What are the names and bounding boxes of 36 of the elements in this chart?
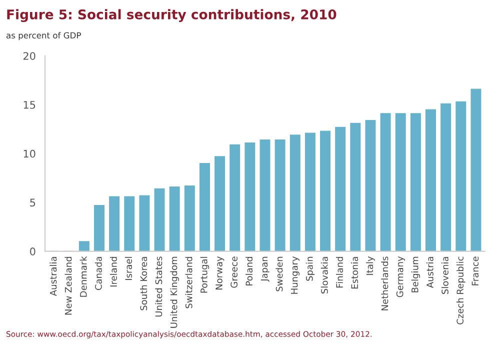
x-tick-label: Australia [50,256,57,296]
x-tick-label: Denmark [80,256,87,297]
x-tick-label: Canada [94,256,102,290]
x-tick-label: Ireland [110,256,117,286]
y-tick-label: 10 [24,150,36,158]
x-tick-label: Spain [306,256,315,281]
x-tick-label: Slovakia [320,256,328,294]
x-tick-label: Netherlands [381,256,388,310]
x-tick-label: Norway [216,256,224,290]
chart-title: Figure 5: Social security contributions, 2010 [7,9,336,22]
x-tick-label: New Zealand [64,256,72,315]
x-tick-label: Austria [426,256,434,288]
x-tick-label: Belgium [411,256,420,292]
chart-subtitle: as percent of GDP [6,32,81,40]
x-tick-label: Slovenia [441,256,448,294]
y-tick-label: 5 [30,198,36,207]
x-tick-label: Hungary [291,256,300,294]
x-tick-label: Germany [396,256,405,298]
y-tick-label: 20 [23,52,36,60]
x-tick-label: Italy [366,256,375,275]
x-tick-label: Israel [125,256,132,280]
x-tick-label: Czech Republic [456,256,466,324]
x-tick-label: United Kingdom [170,256,179,328]
y-tick-label: 15 [24,101,36,109]
x-tick-label: Japan [260,256,270,282]
x-tick-label: Finland [336,256,343,288]
x-tick-label: Sweden [276,256,283,292]
x-tick-label: South Korea [140,256,148,310]
x-tick-label: France [472,256,479,286]
x-tick-label: United States [155,256,162,316]
x-tick-label: Estonia [351,256,358,288]
x-tick-label: Greece [230,256,238,288]
x-tick-label: Portugal [200,256,210,293]
x-tick-label: Poland [246,256,253,286]
x-tick-label: Switzerland [185,256,192,308]
y-tick-label: 0 [30,248,36,256]
